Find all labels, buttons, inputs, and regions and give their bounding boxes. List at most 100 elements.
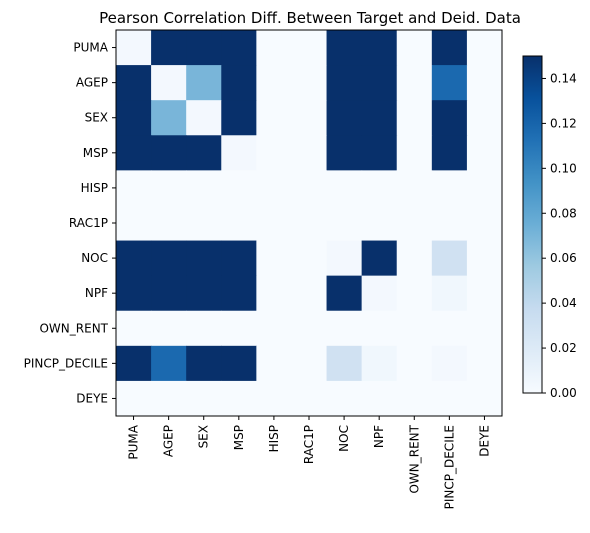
heatmap-cell <box>431 135 468 171</box>
heatmap-cell <box>186 275 222 312</box>
heatmap-cells <box>116 30 503 417</box>
heatmap-cell <box>256 380 292 417</box>
heatmap-cell <box>431 30 468 66</box>
colorbar-tick-label: 0.04 <box>550 296 577 310</box>
heatmap-cell <box>326 205 363 242</box>
heatmap-cell <box>326 240 363 277</box>
heatmap-cell <box>186 170 222 206</box>
heatmap-cell <box>221 135 257 171</box>
heatmap-cell <box>291 275 328 312</box>
x-tick-label: PUMA <box>127 424 141 459</box>
y-tick-label: PUMA <box>73 41 108 55</box>
heatmap-cell <box>221 275 257 312</box>
heatmap-cell <box>116 100 152 136</box>
heatmap-cell <box>256 30 292 66</box>
colorbar-tick-label: 0.12 <box>550 116 577 130</box>
heatmap-cell <box>116 380 152 417</box>
heatmap-cell <box>186 135 222 171</box>
heatmap-cell <box>221 100 257 136</box>
heatmap-cell <box>151 240 187 277</box>
y-tick-label: NPF <box>85 286 108 300</box>
heatmap-cell <box>431 310 468 347</box>
heatmap-cell <box>116 65 152 101</box>
heatmap-cell <box>466 310 503 347</box>
heatmap-cell <box>326 170 363 206</box>
heatmap-cell <box>256 100 292 136</box>
heatmap-cell <box>326 65 363 101</box>
heatmap-cell <box>256 135 292 171</box>
x-tick-label: NPF <box>372 425 386 448</box>
x-tick-label: RAC1P <box>302 425 316 464</box>
heatmap-cell <box>151 30 187 66</box>
heatmap-cell <box>431 345 468 382</box>
heatmap-cell <box>221 205 257 242</box>
heatmap-cell <box>221 65 257 101</box>
heatmap-cell <box>326 380 363 417</box>
heatmap-cell <box>186 380 222 417</box>
heatmap-cell <box>466 345 503 382</box>
y-axis-ticks: PUMA AGEP SEX MSP HISP RAC1P NOC NPF OWN_RENT PIN… <box>24 41 116 405</box>
heatmap-cell <box>256 170 292 206</box>
heatmap-cell <box>116 30 152 66</box>
colorbar-tick-label: 0.02 <box>550 341 577 355</box>
heatmap-cell <box>361 205 398 242</box>
colorbar-tick-label: 0.08 <box>550 206 577 220</box>
colorbar-tick-label: 0.06 <box>550 251 577 265</box>
colorbar-tick-label: 0.10 <box>550 161 577 175</box>
heatmap-cell <box>466 240 503 277</box>
heatmap-cell <box>396 170 433 206</box>
heatmap-cell <box>291 380 328 417</box>
heatmap-cell <box>186 30 222 66</box>
colorbar <box>522 55 543 394</box>
heatmap-cell <box>291 100 328 136</box>
x-tick-label: PINCP_DECILE <box>442 425 456 509</box>
x-axis-ticks: PUMA AGEP SEX MSP HISP RAC1P NOC NPF OWN_RENT PIN… <box>127 416 491 509</box>
heatmap-cell <box>221 240 257 277</box>
heatmap-cell <box>256 275 292 312</box>
heatmap-cell <box>361 135 398 171</box>
y-tick-label: OWN_RENT <box>39 321 108 335</box>
heatmap-cell <box>291 170 328 206</box>
heatmap-cell <box>256 240 292 277</box>
heatmap-cell <box>431 65 468 101</box>
colorbar-tick-label: 0.00 <box>550 386 577 400</box>
heatmap-cell <box>116 205 152 242</box>
colorbar-tick-label: 0.14 <box>550 71 577 85</box>
heatmap-cell <box>116 275 152 312</box>
heatmap-cell <box>326 345 363 382</box>
heatmap-cell <box>221 30 257 66</box>
heatmap-cell <box>256 65 292 101</box>
y-tick-label: PINCP_DECILE <box>24 356 108 370</box>
heatmap-cell <box>396 275 433 312</box>
heatmap-cell <box>361 380 398 417</box>
heatmap-cell <box>431 275 468 312</box>
heatmap-cell <box>186 100 222 136</box>
heatmap-cell <box>326 30 363 66</box>
heatmap-cell <box>291 240 328 277</box>
heatmap-cell <box>466 170 503 206</box>
heatmap-cell <box>466 275 503 312</box>
y-tick-label: NOC <box>81 251 108 265</box>
heatmap-cell <box>431 100 468 136</box>
heatmap-cell <box>431 170 468 206</box>
heatmap-cell <box>151 345 187 382</box>
heatmap-cell <box>151 100 187 136</box>
heatmap-cell <box>116 170 152 206</box>
heatmap-cell <box>151 170 187 206</box>
heatmap-cell <box>396 65 433 101</box>
heatmap-cell <box>466 30 503 66</box>
heatmap-cell <box>186 310 222 347</box>
heatmap-cell <box>151 205 187 242</box>
heatmap-cell <box>186 65 222 101</box>
y-tick-label: MSP <box>83 146 108 160</box>
heatmap-cell <box>466 205 503 242</box>
heatmap-cell <box>431 240 468 277</box>
heatmap-cell <box>396 100 433 136</box>
heatmap-cell <box>396 345 433 382</box>
y-tick-label: RAC1P <box>69 216 108 230</box>
heatmap-cell <box>361 30 398 66</box>
heatmap-cell <box>361 65 398 101</box>
heatmap-cell <box>326 135 363 171</box>
heatmap-cell <box>361 100 398 136</box>
